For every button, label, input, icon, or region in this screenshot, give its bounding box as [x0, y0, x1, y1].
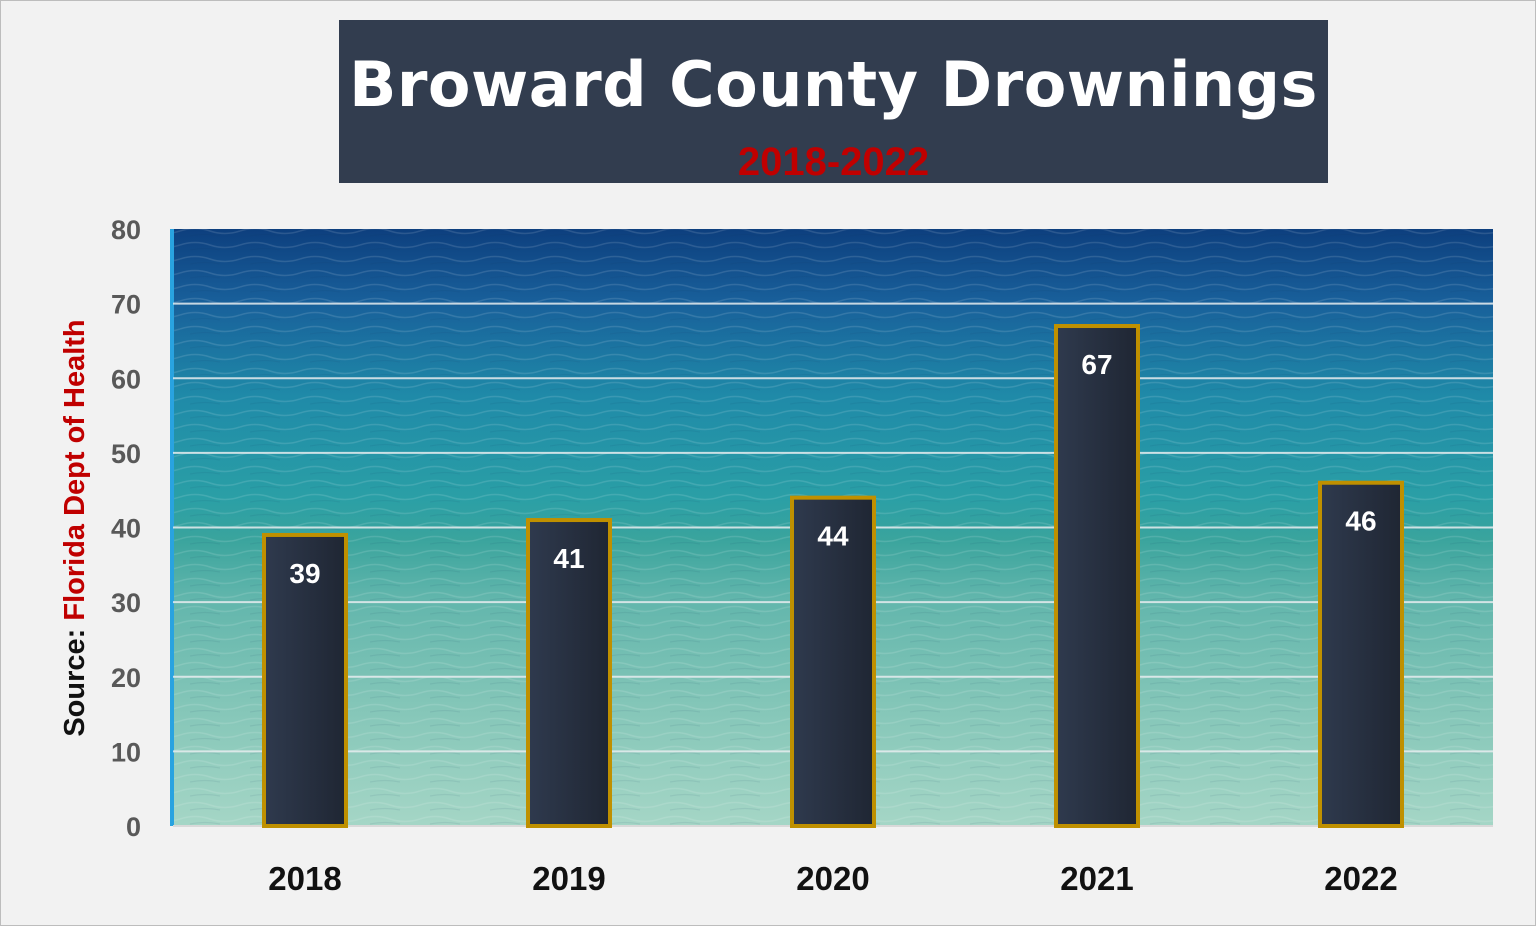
- x-tick-label: 2019: [532, 860, 605, 897]
- title-banner: Broward County Drownings 2018-2022: [339, 20, 1328, 184]
- y-tick-label: 30: [111, 588, 141, 618]
- x-tick-label: 2020: [796, 860, 869, 897]
- x-tick-label: 2018: [268, 860, 341, 897]
- y-axis-ticks: 0 10 20 30 40 50 60 70 80: [111, 215, 141, 842]
- bar: [1318, 480, 1404, 828]
- bar-value-label: 41: [553, 543, 584, 574]
- bars: 39 41 44 67 46: [262, 324, 1404, 829]
- chart-subtitle: 2018-2022: [737, 140, 930, 184]
- bar-value-label: 67: [1081, 349, 1112, 380]
- y-tick-label: 50: [111, 439, 141, 469]
- x-tick-label: 2021: [1060, 860, 1133, 897]
- y-tick-label: 20: [111, 663, 141, 693]
- x-tick-label: 2022: [1324, 860, 1397, 897]
- y-tick-label: 70: [111, 290, 141, 320]
- y-tick-label: 0: [126, 812, 141, 842]
- bar-value-label: 44: [817, 521, 849, 552]
- y-tick-label: 10: [111, 737, 141, 767]
- x-axis-ticks: 2018 2019 2020 2021 2022: [268, 860, 1397, 897]
- bar: [790, 495, 876, 828]
- bar-value-label: 46: [1345, 506, 1376, 537]
- bar-value-label: 39: [289, 558, 320, 589]
- y-tick-label: 80: [111, 215, 141, 245]
- bar: [526, 518, 612, 828]
- bar: [1054, 324, 1140, 828]
- bar: [262, 532, 348, 829]
- chart-title: Broward County Drownings: [349, 48, 1318, 121]
- y-tick-label: 40: [111, 514, 141, 544]
- y-tick-label: 60: [111, 364, 141, 394]
